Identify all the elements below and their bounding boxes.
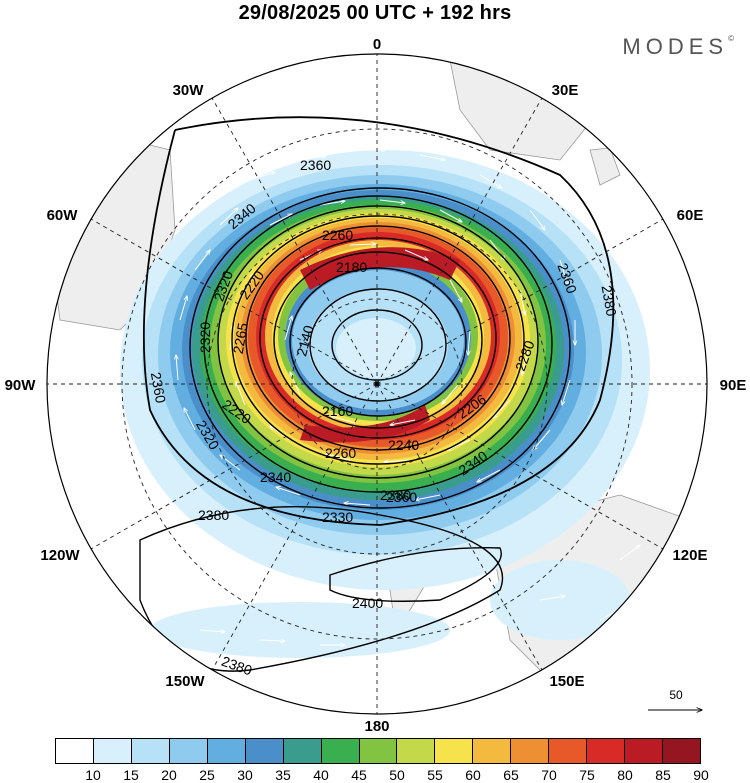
colorbar-tick-label: 40	[313, 767, 329, 783]
colorbar-tick-label: 15	[123, 767, 139, 783]
colorbar-swatch	[93, 739, 132, 763]
contour-label: 2160	[322, 403, 353, 419]
colorbar-swatch	[473, 739, 512, 763]
polar-map: 2360 2340 2260 2180 2220 2320 2320 2265 …	[5, 36, 747, 735]
graticule	[47, 54, 707, 714]
colorbar-tick-label: 20	[161, 767, 177, 783]
contour-label: 2360	[386, 489, 417, 505]
colorbar-swatch	[56, 739, 94, 763]
colorbar-swatch	[169, 739, 208, 763]
colorbar-swatch	[245, 739, 284, 763]
lon-label-150e: 150E	[549, 673, 584, 690]
colorbar-swatch	[625, 739, 663, 763]
wind-speed-shading	[120, 150, 650, 658]
colorbar-swatch	[435, 739, 474, 763]
colorbar-tick-label: 80	[617, 767, 633, 783]
colorbar	[55, 738, 701, 764]
map-title: 29/08/2025 00 UTC + 192 hrs	[238, 2, 512, 24]
colorbar-tick-label: 45	[351, 767, 367, 783]
map-border	[46, 53, 708, 715]
colorbar-ticks: 10 15 20 25 30 35 40 45 50 55 60 65 70 75 80 85 90	[55, 767, 709, 783]
lon-label-90w: 90W	[5, 377, 37, 394]
lon-label-120e: 120E	[672, 547, 707, 564]
modes-logo: MODES©	[622, 34, 734, 60]
lon-label-60e: 60E	[677, 207, 704, 224]
colorbar-tick-label: 35	[275, 767, 291, 783]
colorbar-swatch	[587, 739, 626, 763]
lon-label-30w: 30W	[173, 82, 205, 99]
contour-label: 2380	[380, 487, 411, 503]
contour-label: 2260	[325, 445, 356, 461]
lon-label-150w: 150W	[165, 673, 205, 690]
reference-vector: 50	[646, 688, 706, 712]
brand-text: MODES	[622, 34, 729, 59]
colorbar-tick-label: 50	[389, 767, 405, 783]
south-pole-marker	[374, 381, 380, 387]
colorbar-tick-label: 55	[427, 767, 443, 783]
colorbar-tick-label: 10	[85, 767, 101, 783]
contour-label: 2260	[322, 227, 353, 243]
colorbar-tick-label: 60	[465, 767, 481, 783]
contour-label: 2380	[198, 507, 229, 523]
colorbar-swatch	[397, 739, 436, 763]
colorbar-swatch	[321, 739, 360, 763]
contour-label: 2340	[260, 469, 291, 485]
lon-label-60w: 60W	[47, 207, 79, 224]
colorbar-tick-label: 65	[503, 767, 519, 783]
colorbar-tick-label: 85	[655, 767, 671, 783]
lon-label-0: 0	[373, 36, 381, 53]
colorbar-tick-label: 25	[199, 767, 215, 783]
colorbar-tick-label: 90	[693, 767, 709, 783]
colorbar-swatch	[131, 739, 170, 763]
contour-label: 2320	[197, 322, 213, 353]
reference-vector-label: 50	[669, 688, 683, 702]
contour-label: 2180	[336, 259, 367, 275]
contour-label: 2140	[293, 323, 317, 357]
contour-label: 2360	[300, 157, 331, 173]
height-contours	[139, 116, 615, 672]
contour-label: 2380	[599, 284, 620, 318]
colorbar-tick-label: 75	[579, 767, 595, 783]
lon-label-90e: 90E	[720, 377, 747, 394]
reference-arrow-icon	[648, 705, 706, 715]
longitude-labels: 0 30E 60E 90E 120E 150E 180 150W 120W 90…	[5, 36, 747, 735]
contour-label: 2240	[388, 437, 419, 453]
lon-label-120w: 120W	[40, 547, 80, 564]
colorbar-tick-label: 70	[541, 767, 557, 783]
contour-label: 2265	[230, 321, 251, 355]
colorbar-swatch	[663, 739, 700, 763]
brand-mark: ©	[728, 34, 734, 43]
lon-label-30e: 30E	[552, 82, 579, 99]
colorbar-swatch	[511, 739, 550, 763]
map-disc	[47, 54, 707, 714]
contour-label: 2400	[352, 595, 383, 611]
colorbar-swatch	[283, 739, 322, 763]
lon-label-180: 180	[364, 718, 389, 735]
colorbar-tick-label: 30	[237, 767, 253, 783]
colorbar-swatch	[549, 739, 588, 763]
madagascar-land	[589, 147, 621, 186]
contour-label: 2330	[322, 509, 353, 525]
contour-label: 2360	[148, 371, 169, 405]
colorbar-swatch	[207, 739, 246, 763]
colorbar-swatch	[359, 739, 398, 763]
